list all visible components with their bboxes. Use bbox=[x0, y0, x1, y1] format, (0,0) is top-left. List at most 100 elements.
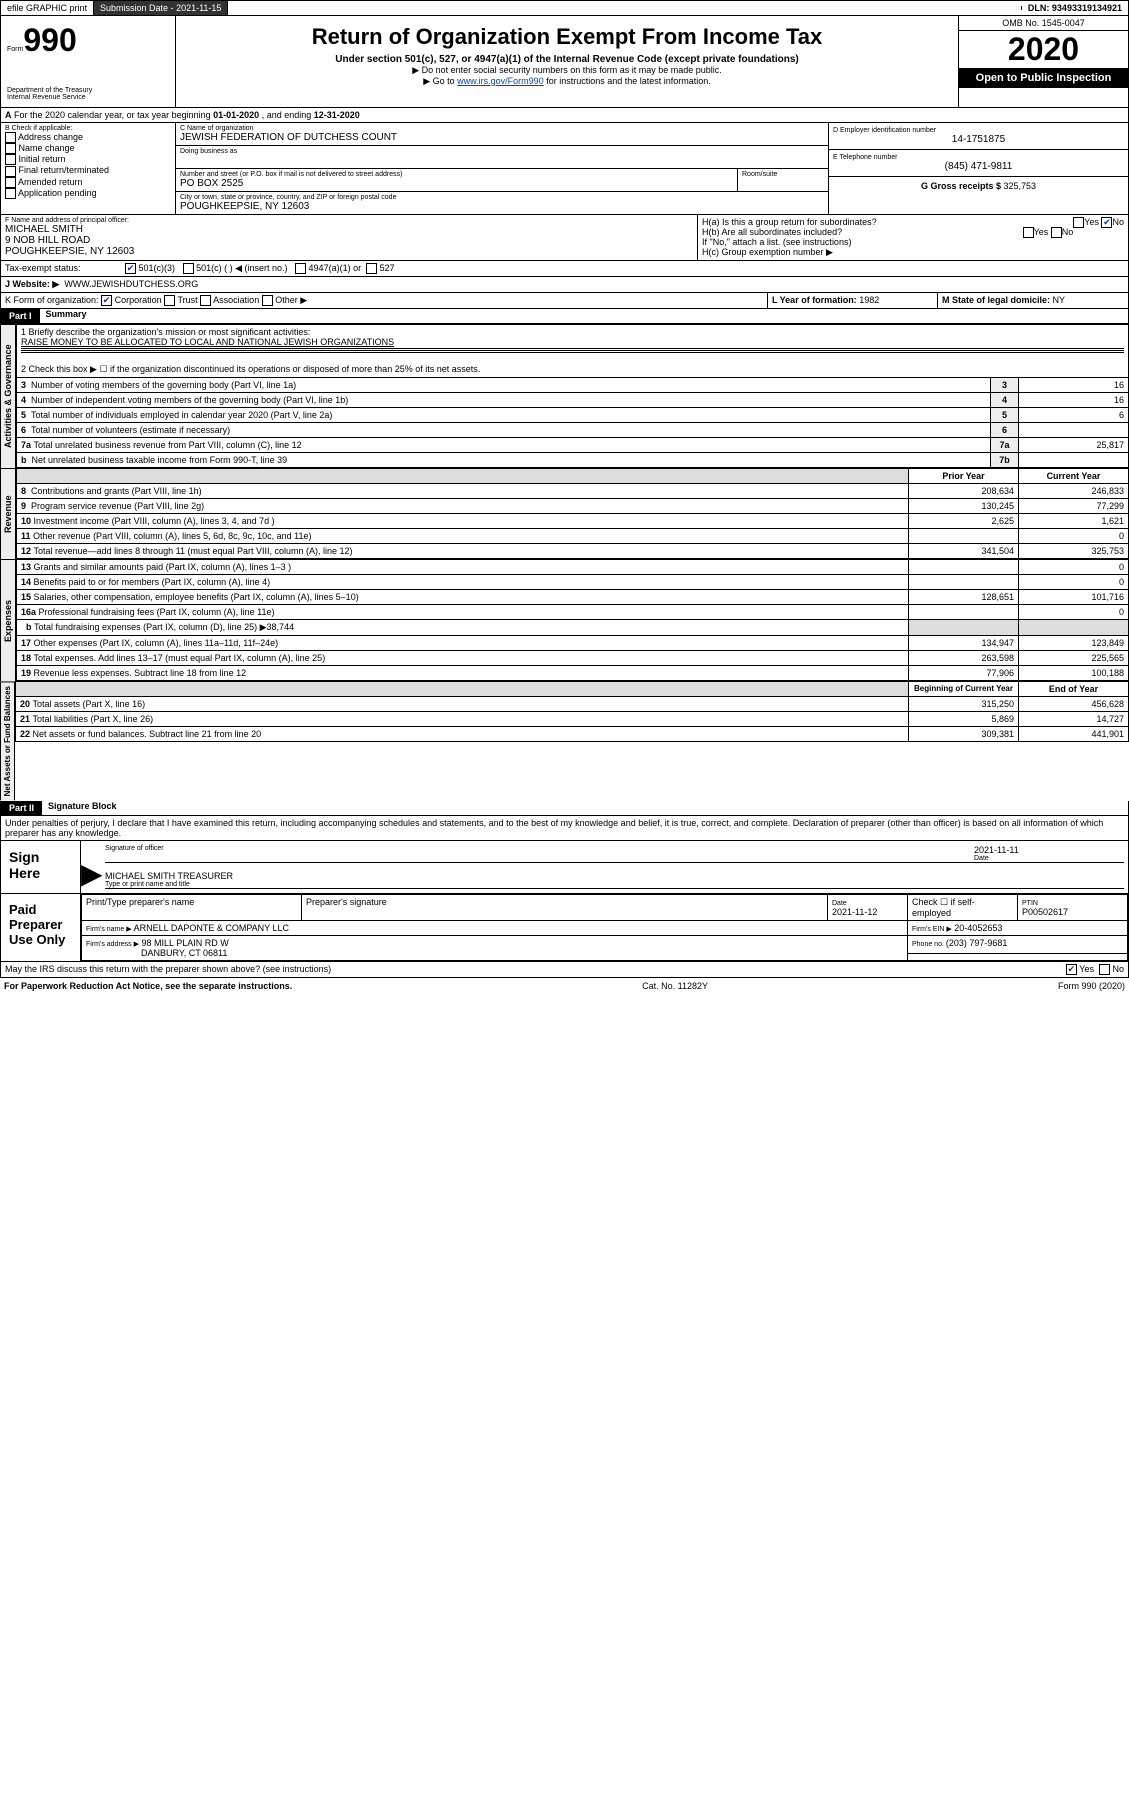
tab-revenue: Revenue bbox=[0, 468, 16, 559]
firm-name: ARNELL DAPONTE & COMPANY LLC bbox=[134, 923, 289, 933]
part1-label: Part I bbox=[1, 309, 40, 323]
hb-no[interactable] bbox=[1051, 227, 1062, 238]
hc-label: H(c) Group exemption number ▶ bbox=[702, 247, 1124, 258]
sig-label: Signature of officer bbox=[105, 845, 974, 852]
block-bcdefgh: B Check if applicable: Address change Na… bbox=[0, 123, 1129, 215]
k-label: K Form of organization: bbox=[5, 295, 99, 305]
org-name: JEWISH FEDERATION OF DUTCHESS COUNT bbox=[180, 132, 824, 143]
chk-assn[interactable] bbox=[200, 295, 211, 306]
chk-trust[interactable] bbox=[164, 295, 175, 306]
form-ref: Form 990 (2020) bbox=[1058, 981, 1125, 991]
part1-header: Part I Summary bbox=[0, 309, 1129, 324]
page-title: Return of Organization Exempt From Incom… bbox=[184, 24, 950, 50]
e-label: E Telephone number bbox=[833, 154, 1124, 161]
summary-table: 1 Briefly describe the organization's mi… bbox=[16, 324, 1129, 468]
dba-label: Doing business as bbox=[180, 148, 824, 155]
val-3: 16 bbox=[1019, 378, 1129, 393]
submission-date: Submission Date - 2021-11-15 bbox=[94, 1, 228, 15]
website: WWW.JEWISHDUTCHESS.ORG bbox=[64, 279, 198, 289]
cat-no: Cat. No. 11282Y bbox=[642, 981, 708, 991]
hdr-current: Current Year bbox=[1019, 469, 1129, 484]
arrow-icon: ▶ bbox=[81, 841, 101, 893]
chk-name[interactable] bbox=[5, 143, 16, 154]
hb-note: If "No," attach a list. (see instruction… bbox=[702, 237, 1124, 247]
efile-label: efile GRAPHIC print bbox=[1, 1, 94, 15]
f-label: F Name and address of principal officer: bbox=[5, 217, 693, 224]
b-header: B Check if applicable: bbox=[5, 125, 171, 132]
dln: DLN: 93493319134921 bbox=[1022, 1, 1128, 15]
line-klm: K Form of organization: Corporation Trus… bbox=[0, 293, 1129, 309]
officer-name: MICHAEL SMITH bbox=[5, 224, 693, 235]
part2-label: Part II bbox=[1, 801, 42, 815]
gross-receipts: 325,753 bbox=[1004, 181, 1037, 191]
l-label: L Year of formation: bbox=[772, 295, 859, 305]
chk-corp[interactable] bbox=[101, 295, 112, 306]
ha-label: H(a) Is this a group return for subordin… bbox=[702, 217, 877, 227]
hdr-begin: Beginning of Current Year bbox=[909, 682, 1019, 697]
i-label: Tax-exempt status: bbox=[1, 261, 121, 276]
chk-pending[interactable] bbox=[5, 188, 16, 199]
chk-527[interactable] bbox=[366, 263, 377, 274]
j-label: Website: ▶ bbox=[13, 279, 60, 289]
chk-501c[interactable] bbox=[183, 263, 194, 274]
irs: Internal Revenue Service bbox=[7, 94, 169, 101]
chk-other[interactable] bbox=[262, 295, 273, 306]
firm-addr1: 98 MILL PLAIN RD W bbox=[142, 938, 229, 948]
val-5: 6 bbox=[1019, 408, 1129, 423]
preparer-block: Paid Preparer Use Only Print/Type prepar… bbox=[0, 894, 1129, 962]
val-6 bbox=[1019, 423, 1129, 438]
g-label: G Gross receipts $ bbox=[921, 181, 1004, 191]
form-word: Form bbox=[7, 46, 23, 53]
q2: 2 Check this box ▶ ☐ if the organization… bbox=[21, 364, 480, 374]
signer-name: MICHAEL SMITH TREASURER bbox=[105, 871, 1124, 881]
hb-yes[interactable] bbox=[1023, 227, 1034, 238]
chk-address[interactable] bbox=[5, 132, 16, 143]
part2-title: Signature Block bbox=[42, 801, 117, 815]
fundraising-total: 38,744 bbox=[267, 622, 295, 632]
footer: For Paperwork Reduction Act Notice, see … bbox=[0, 978, 1129, 994]
street-address: PO BOX 2525 bbox=[180, 178, 733, 189]
self-employed-chk[interactable]: Check ☐ if self-employed bbox=[908, 894, 1018, 920]
declaration: Under penalties of perjury, I declare th… bbox=[1, 816, 1128, 840]
val-7a: 25,817 bbox=[1019, 438, 1129, 453]
form990-link[interactable]: www.irs.gov/Form990 bbox=[457, 76, 544, 86]
open-public: Open to Public Inspection bbox=[959, 68, 1128, 88]
note-ssn: Do not enter social security numbers on … bbox=[184, 65, 950, 76]
val-7b bbox=[1019, 453, 1129, 468]
chk-4947[interactable] bbox=[295, 263, 306, 274]
chk-amended[interactable] bbox=[5, 177, 16, 188]
hdr-end: End of Year bbox=[1019, 682, 1129, 697]
discuss-row: May the IRS discuss this return with the… bbox=[0, 962, 1129, 978]
m-label: M State of legal domicile: bbox=[942, 295, 1053, 305]
room-label: Room/suite bbox=[738, 169, 828, 191]
sign-here: Sign Here bbox=[1, 841, 81, 893]
firm-ein: 20-4052653 bbox=[954, 923, 1002, 933]
chk-501c3[interactable] bbox=[125, 263, 136, 274]
city-state: POUGHKEEPSIE, NY 12603 bbox=[180, 201, 824, 212]
hb-label: H(b) Are all subordinates included? bbox=[702, 227, 842, 237]
part2-header: Part II Signature Block bbox=[0, 801, 1129, 816]
firm-addr2: DANBURY, CT 06811 bbox=[141, 948, 227, 958]
dept: Department of the Treasury bbox=[7, 87, 169, 94]
prep-date: 2021-11-12 bbox=[832, 907, 877, 917]
d-label: D Employer identification number bbox=[833, 127, 1124, 134]
ein: 14-1751875 bbox=[833, 134, 1124, 145]
sign-here-block: Sign Here ▶ Signature of officer2021-11-… bbox=[0, 841, 1129, 894]
firm-phone: (203) 797-9681 bbox=[946, 938, 1008, 948]
hdr-prior: Prior Year bbox=[909, 469, 1019, 484]
discuss-yes[interactable] bbox=[1066, 964, 1077, 975]
tab-expenses: Expenses bbox=[0, 559, 16, 681]
tax-year: 2020 bbox=[959, 31, 1128, 68]
subtitle: Under section 501(c), 527, or 4947(a)(1)… bbox=[184, 54, 950, 65]
officer-addr2: POUGHKEEPSIE, NY 12603 bbox=[5, 246, 693, 257]
ha-yes[interactable] bbox=[1073, 217, 1084, 228]
discuss-no[interactable] bbox=[1099, 964, 1110, 975]
officer-addr1: 9 NOB HILL ROAD bbox=[5, 235, 693, 246]
ha-no[interactable] bbox=[1101, 217, 1112, 228]
chk-initial[interactable] bbox=[5, 154, 16, 165]
pra-notice: For Paperwork Reduction Act Notice, see … bbox=[4, 981, 292, 991]
part1-title: Summary bbox=[40, 309, 87, 323]
chk-final[interactable] bbox=[5, 166, 16, 177]
telephone: (845) 471-9811 bbox=[833, 161, 1124, 172]
block-fh: F Name and address of principal officer:… bbox=[0, 215, 1129, 261]
